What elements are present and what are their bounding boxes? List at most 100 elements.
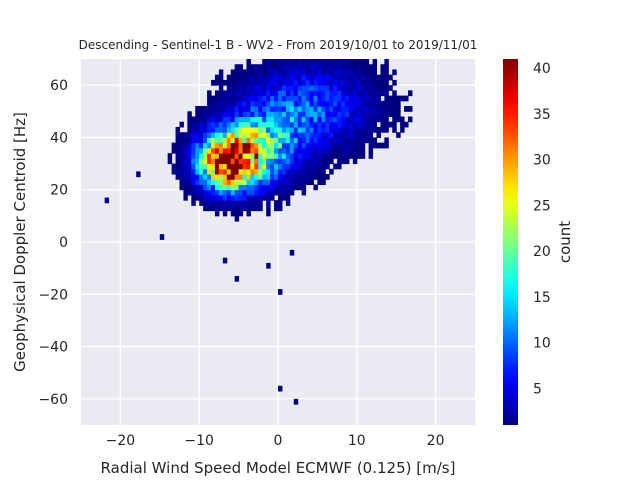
- heatmap-cell: [285, 174, 291, 180]
- heatmap-cell: [301, 64, 307, 70]
- heatmap-cell: [214, 210, 220, 217]
- heatmap-cell: [348, 116, 354, 123]
- heatmap-cell: [262, 174, 267, 180]
- heatmap-cell: [199, 179, 204, 185]
- heatmap-cell: [270, 64, 275, 70]
- heatmap-cell: [388, 106, 393, 112]
- heatmap-cell: [281, 106, 287, 112]
- heatmap-cell: [226, 137, 232, 144]
- heatmap-cell: [234, 153, 240, 159]
- heatmap-cell: [317, 158, 322, 165]
- heatmap-cell: [281, 194, 287, 201]
- heatmap-cell: [222, 153, 228, 159]
- heatmap-cell: [183, 147, 188, 154]
- heatmap-cell: [305, 90, 311, 97]
- heatmap-cell: [368, 74, 374, 81]
- heatmap-cell: [313, 184, 318, 191]
- heatmap-cell: [293, 158, 299, 165]
- heatmap-cell: [191, 158, 196, 165]
- heatmap-cell: [238, 174, 244, 180]
- heatmap-cell: [266, 205, 271, 212]
- heatmap-cell: [242, 200, 247, 206]
- heatmap-cell: [325, 158, 330, 165]
- heatmap-cell: [270, 163, 275, 170]
- heatmap-cell: [218, 121, 224, 128]
- heatmap-cell: [293, 132, 299, 138]
- heatmap-cell: [372, 90, 377, 97]
- heatmap-cell: [305, 126, 311, 133]
- heatmap-cell: [238, 147, 244, 154]
- heatmap-cell: [380, 121, 385, 128]
- colorbar: 5 10 15 20 25 30 35 40: [503, 59, 551, 425]
- heatmap-cell: [234, 116, 240, 123]
- heatmap-cell-outlier: [293, 398, 299, 405]
- heatmap-cell: [321, 168, 326, 175]
- heatmap-cell: [274, 64, 279, 70]
- heatmap-cell: [195, 163, 200, 170]
- heatmap-cell: [396, 111, 401, 118]
- heatmap-cell: [281, 100, 287, 107]
- heatmap-cell: [352, 121, 358, 128]
- heatmap-cell: [238, 100, 244, 107]
- heatmap-cell: [364, 59, 370, 65]
- heatmap-cell: [321, 126, 326, 133]
- heatmap-cell: [337, 132, 342, 138]
- heatmap-cell: [317, 100, 322, 107]
- heatmap-cell: [179, 174, 184, 180]
- heatmap-cell: [270, 85, 275, 91]
- heatmap-cell: [356, 142, 362, 149]
- heatmap-cell: [254, 74, 259, 81]
- heatmap-cell: [254, 158, 259, 165]
- heatmap-cell: [179, 184, 184, 191]
- heatmap-cell: [321, 64, 326, 70]
- heatmap-cell: [293, 85, 299, 91]
- heatmap-cell: [337, 59, 342, 65]
- heatmap-cell: [380, 85, 385, 91]
- heatmap-cell: [179, 142, 184, 149]
- heatmap-cell: [218, 158, 224, 165]
- heatmap-cell: [179, 121, 184, 128]
- heatmap-cell: [344, 147, 350, 154]
- heatmap-cell: [293, 74, 299, 81]
- heatmap-cell: [226, 132, 232, 138]
- heatmap-cell: [293, 106, 299, 112]
- heatmap-cell: [242, 95, 247, 102]
- heatmap-cell: [388, 111, 393, 118]
- heatmap-cell: [258, 137, 263, 144]
- heatmap-cell: [238, 126, 244, 133]
- heatmap-cell: [278, 179, 283, 185]
- heatmap-cell: [285, 189, 291, 196]
- heatmap-cell: [344, 74, 350, 81]
- heatmap-cell: [278, 200, 283, 206]
- heatmap-cell: [317, 74, 322, 81]
- heatmap-cell: [230, 79, 236, 86]
- heatmap-cell: [341, 153, 346, 159]
- heatmap-cell: [226, 79, 232, 86]
- heatmap-cell: [234, 64, 240, 70]
- heatmap-cell: [329, 168, 334, 175]
- heatmap-cell: [258, 74, 263, 81]
- heatmap-cell: [329, 90, 334, 97]
- heatmap-cell: [211, 200, 216, 206]
- heatmap-cell: [321, 74, 326, 81]
- heatmap-cell: [199, 200, 204, 206]
- heatmap-cell: [191, 137, 196, 144]
- heatmap-cell: [408, 90, 413, 97]
- heatmap-cell: [368, 79, 374, 86]
- heatmap-cell: [293, 174, 299, 180]
- heatmap-cell: [317, 163, 322, 170]
- heatmap-cell: [305, 174, 311, 180]
- heatmap-cell: [246, 85, 251, 91]
- heatmap-cell: [285, 106, 291, 112]
- heatmap-cell: [230, 189, 236, 196]
- heatmap-cell: [246, 137, 251, 144]
- heatmap-cell: [325, 74, 330, 81]
- heatmap-cell: [325, 126, 330, 133]
- heatmap-cell: [214, 106, 220, 112]
- heatmap-cell: [203, 189, 208, 196]
- heatmap-cell: [230, 153, 236, 159]
- heatmap-cell: [313, 147, 318, 154]
- heatmap-cell: [313, 79, 318, 86]
- heatmap-cell: [214, 90, 220, 97]
- heatmap-cell: [325, 85, 330, 91]
